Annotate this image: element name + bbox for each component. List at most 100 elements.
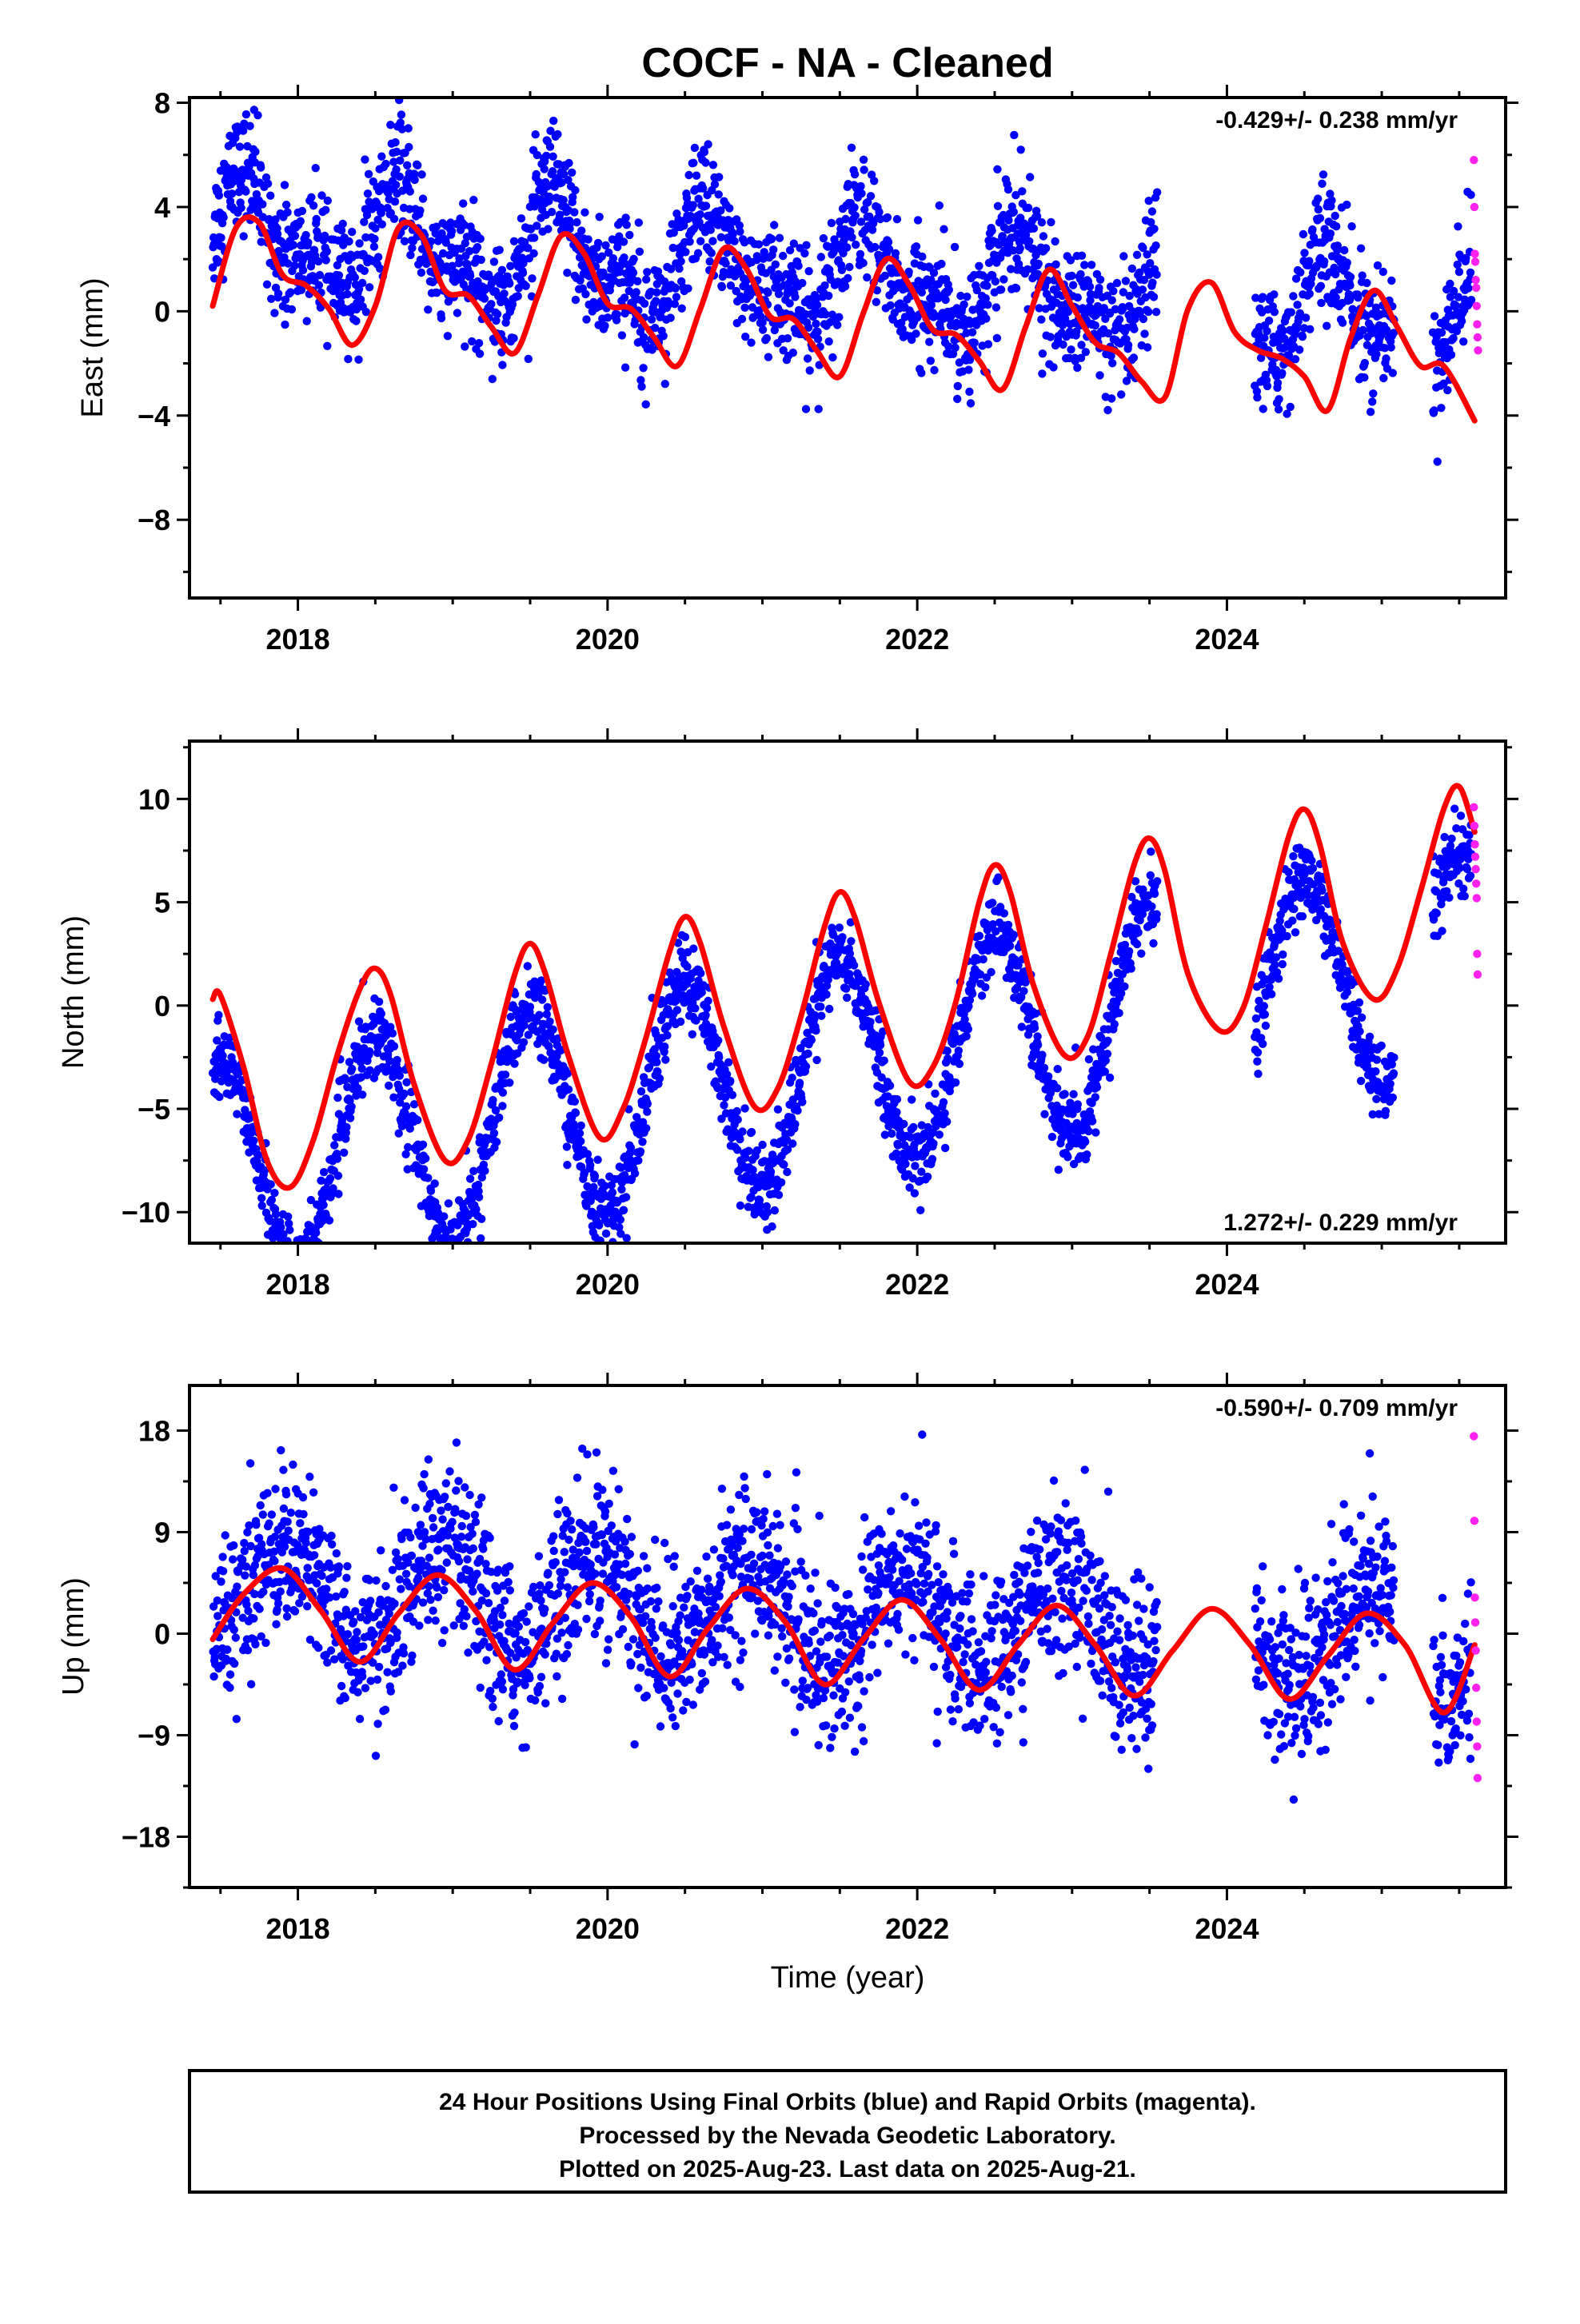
data-point [1077, 341, 1085, 349]
data-point [282, 201, 290, 209]
data-point [225, 1684, 233, 1692]
data-point [618, 331, 626, 339]
rapid-point [1470, 803, 1478, 811]
data-point [828, 219, 836, 227]
rapid-point [1473, 894, 1481, 902]
data-point [944, 1046, 952, 1054]
data-point [421, 1154, 429, 1162]
data-point [616, 1216, 624, 1224]
data-point [1153, 188, 1161, 196]
rapid-point [1471, 257, 1479, 265]
data-point [1379, 374, 1387, 382]
data-point [493, 1138, 501, 1146]
data-point [963, 1032, 971, 1040]
data-point [1447, 835, 1455, 843]
data-point [997, 285, 1005, 293]
data-point [1382, 1107, 1390, 1115]
data-point [333, 1154, 341, 1162]
data-point [622, 1193, 630, 1201]
data-point [943, 1118, 951, 1126]
data-point [283, 208, 291, 216]
data-point [286, 288, 294, 296]
data-point [850, 961, 858, 969]
data-point [219, 213, 227, 221]
data-point [1039, 232, 1047, 240]
data-point [405, 143, 413, 151]
data-point [733, 1107, 741, 1115]
data-point [1091, 1093, 1099, 1101]
data-point [1127, 964, 1135, 972]
data-point [666, 313, 674, 321]
data-point [1106, 1074, 1114, 1082]
data-point [806, 366, 814, 374]
data-point [313, 1249, 321, 1257]
data-point [987, 968, 995, 976]
data-point [1000, 909, 1008, 917]
data-point [354, 356, 362, 364]
data-point [688, 1030, 696, 1038]
data-point [1253, 393, 1261, 401]
data-point [1026, 173, 1034, 181]
data-point [581, 290, 589, 298]
data-point [612, 310, 620, 318]
data-point [862, 980, 870, 988]
data-point [1086, 282, 1094, 290]
data-point [940, 225, 948, 233]
data-point [636, 1147, 644, 1155]
data-point [1327, 229, 1335, 237]
data-point [1308, 225, 1316, 233]
data-point [386, 121, 394, 129]
data-point [927, 357, 935, 365]
data-point [489, 1096, 497, 1104]
data-point [401, 1150, 409, 1158]
data-point [563, 1142, 571, 1150]
data-point [812, 1026, 820, 1034]
data-point [814, 335, 822, 343]
data-point [1081, 1138, 1089, 1146]
data-point [633, 277, 641, 285]
data-point [1031, 1024, 1039, 1032]
x-tick-label: 2022 [885, 623, 949, 656]
data-point [643, 1108, 651, 1116]
data-point [348, 228, 356, 236]
data-point [267, 1250, 275, 1258]
data-point [274, 289, 282, 297]
data-point [1037, 316, 1045, 324]
data-point [1443, 386, 1451, 394]
data-point [1357, 1077, 1365, 1085]
data-point [988, 226, 995, 234]
data-point [1278, 369, 1286, 377]
data-point [447, 1247, 455, 1255]
data-point [495, 1114, 503, 1122]
data-point [281, 1255, 289, 1263]
data-point [825, 337, 833, 345]
data-point [1389, 369, 1397, 377]
data-point [876, 1049, 884, 1057]
data-point [519, 269, 527, 277]
data-point [563, 269, 571, 277]
data-point [852, 241, 860, 249]
rapid-point [1474, 333, 1482, 341]
data-point [1339, 319, 1347, 327]
data-point [893, 215, 901, 223]
data-point [1143, 343, 1151, 351]
data-point [1030, 225, 1038, 233]
data-point [1287, 308, 1295, 316]
data-point [892, 1150, 900, 1158]
data-point [257, 163, 265, 171]
data-point [572, 296, 580, 304]
data-point [841, 282, 849, 290]
rapid-point [1470, 249, 1478, 257]
data-point [867, 192, 875, 200]
data-point [736, 1135, 744, 1143]
data-point [1122, 277, 1130, 285]
data-point [1274, 379, 1282, 387]
data-point [620, 237, 628, 245]
data-point [510, 1059, 518, 1067]
data-point [226, 1670, 234, 1678]
data-point [520, 1038, 528, 1046]
data-point [1040, 1110, 1048, 1118]
data-point [264, 180, 272, 188]
data-point [1091, 1128, 1099, 1136]
data-point [937, 260, 945, 268]
